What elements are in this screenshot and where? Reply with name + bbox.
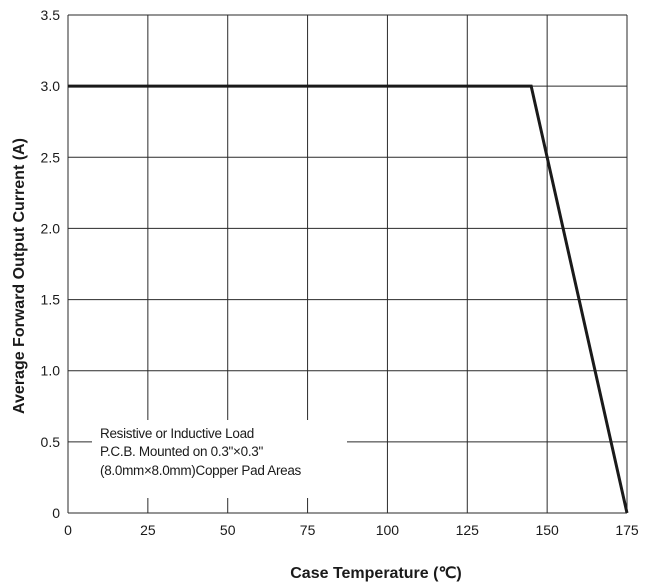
annotation-box: Resistive or Inductive Load P.C.B. Mount… (92, 420, 347, 498)
grid (67, 14, 628, 514)
x-tick-label: 150 (535, 522, 559, 538)
x-tick-label: 100 (376, 522, 400, 538)
y-tick-label: 3.5 (41, 7, 61, 23)
x-tick-label: 25 (140, 522, 156, 538)
x-tick-label: 175 (615, 522, 639, 538)
y-tick-label: 2.5 (41, 149, 61, 165)
x-tick-label: 125 (456, 522, 480, 538)
y-axis-title: Average Forward Output Current (A) (11, 138, 28, 414)
series-line (68, 84, 629, 514)
annotation-background (92, 420, 347, 498)
y-tick-label: 0 (52, 505, 60, 521)
y-tick-label: 1.5 (41, 292, 61, 308)
y-tick-label: 2.0 (41, 220, 61, 236)
x-axis-title: Case Temperature (℃) (290, 565, 462, 582)
annotation-line-2: P.C.B. Mounted on 0.3"×0.3" (100, 444, 263, 459)
y-tick-label: 3.0 (41, 78, 61, 94)
tick-labels: 0 25 50 75 100 125 150 175 0 0.5 1.0 1.5 2.0 2.5 3.0 3.… (41, 7, 639, 538)
y-tick-label: 1.0 (41, 363, 61, 379)
x-tick-label: 0 (64, 522, 72, 538)
plot-area (68, 84, 629, 514)
y-tick-label: 0.5 (41, 434, 61, 450)
annotation-line-1: Resistive or Inductive Load (100, 426, 254, 441)
x-tick-label: 50 (220, 522, 236, 538)
annotation-line-3: (8.0mm×8.0mm)Copper Pad Areas (100, 463, 302, 478)
x-tick-label: 75 (300, 522, 316, 538)
